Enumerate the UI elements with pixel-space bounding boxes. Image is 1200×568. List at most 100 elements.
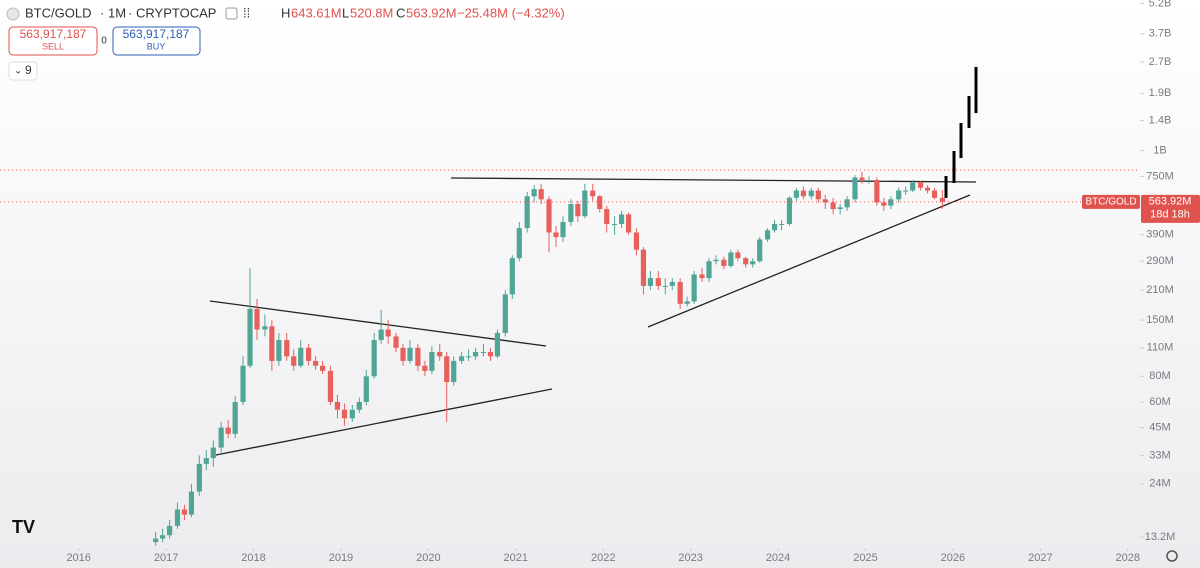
candle-body xyxy=(174,509,181,526)
candle-body xyxy=(349,409,355,419)
x-tick-label: 2025 xyxy=(853,552,877,564)
candle-body xyxy=(735,252,741,259)
candle-body xyxy=(582,190,588,217)
y-tick-label: 110M xyxy=(1147,342,1174,354)
symbol[interactable]: BTC/GOLD xyxy=(25,5,91,20)
candle-body xyxy=(276,340,282,361)
y-tick-label: 1.4B xyxy=(1149,114,1172,126)
candle-body xyxy=(655,278,661,286)
symbol-icon xyxy=(6,7,20,21)
buy-price: 563,917,187 xyxy=(123,27,190,41)
candle-body xyxy=(487,351,494,357)
candle-body xyxy=(640,249,647,286)
candle-body xyxy=(232,401,238,434)
candle-body xyxy=(896,190,902,200)
price-name: BTC/GOLD xyxy=(1085,196,1136,207)
candle-body xyxy=(262,326,268,330)
candle-body xyxy=(356,401,362,410)
y-tick-label: 150M xyxy=(1146,314,1174,326)
candle-body xyxy=(931,190,938,198)
candle-body xyxy=(363,376,369,402)
candle-body xyxy=(939,197,946,202)
candle-body xyxy=(903,190,909,192)
ohlc-key: H xyxy=(281,5,290,20)
candle-body xyxy=(757,239,763,262)
x-tick-label: 2018 xyxy=(241,552,265,564)
candle-body xyxy=(750,261,756,265)
x-tick-label: 2026 xyxy=(941,552,965,564)
x-tick-label: 2024 xyxy=(766,552,790,564)
x-tick-label: 2022 xyxy=(591,552,615,564)
x-tick-label: 2027 xyxy=(1028,552,1052,564)
candle-body xyxy=(218,427,224,448)
candle-body xyxy=(160,535,166,539)
candle-body xyxy=(618,214,625,224)
candle-body xyxy=(874,179,880,203)
ohlc-value: 520.8M xyxy=(350,5,393,20)
candle-body xyxy=(422,365,428,371)
candle-body xyxy=(575,204,581,217)
candle-body xyxy=(910,182,916,191)
trendline xyxy=(450,177,977,183)
y-tick-label: 80M xyxy=(1149,370,1170,382)
buy-button[interactable] xyxy=(112,26,201,56)
candle-body xyxy=(917,182,924,188)
candle-body xyxy=(590,190,596,197)
candle-body xyxy=(793,190,800,198)
candle-body xyxy=(924,187,931,191)
candle-body xyxy=(706,261,712,279)
toolbar-icon[interactable]: ⁞⁞ xyxy=(243,5,250,20)
x-tick-label: 2021 xyxy=(504,552,528,564)
candle-body xyxy=(852,177,858,200)
change: −25.48M (−4.32%) xyxy=(457,5,565,20)
candle-body xyxy=(371,340,377,377)
candle-body xyxy=(808,190,814,197)
spread: 0 xyxy=(101,36,107,47)
candle-body xyxy=(167,525,173,536)
candle-body xyxy=(597,196,603,210)
candle-body xyxy=(188,491,195,515)
separator: · xyxy=(128,5,132,20)
price-name-box xyxy=(1082,194,1140,209)
settings-icon[interactable] xyxy=(1166,550,1178,562)
candle-body xyxy=(786,197,793,224)
candle-body xyxy=(684,301,690,304)
sell-button[interactable] xyxy=(8,26,98,56)
y-tick-label: 13.2M xyxy=(1145,531,1176,543)
candle-body xyxy=(385,329,391,337)
indicators-toggle[interactable] xyxy=(8,61,38,81)
interval[interactable]: 1M xyxy=(108,5,126,20)
candle-body xyxy=(181,509,188,515)
candle-body xyxy=(604,209,610,224)
ohlc-value: 643.61M xyxy=(291,5,342,20)
candle-body xyxy=(611,223,618,225)
candle-body xyxy=(859,177,865,180)
candle-body xyxy=(247,308,253,366)
candle-body xyxy=(721,259,727,266)
trendline xyxy=(647,194,971,328)
drawings xyxy=(209,177,977,456)
source[interactable]: CRYPTOCAP xyxy=(136,5,216,20)
candle-body xyxy=(400,347,406,361)
candle-body xyxy=(291,356,297,366)
candle-body xyxy=(771,223,778,231)
candle-body xyxy=(516,228,522,259)
candle-body xyxy=(458,356,465,361)
price-label-box xyxy=(1141,194,1200,223)
candle-body xyxy=(437,351,443,357)
toolbar-icon[interactable] xyxy=(225,7,238,20)
trendline xyxy=(215,388,553,456)
y-tick-label: 60M xyxy=(1149,396,1170,408)
candle-body xyxy=(327,370,334,402)
projection xyxy=(944,67,978,198)
candle-body xyxy=(465,356,472,358)
ohlc-key: L xyxy=(342,5,349,20)
candle-body xyxy=(334,401,341,410)
logo[interactable]: TV xyxy=(12,517,35,537)
ohlc-value: 563.92M xyxy=(406,5,457,20)
candle-body xyxy=(494,332,501,357)
candle-body xyxy=(888,199,894,206)
x-tick-label: 2016 xyxy=(66,552,90,564)
candle-body xyxy=(699,274,705,279)
